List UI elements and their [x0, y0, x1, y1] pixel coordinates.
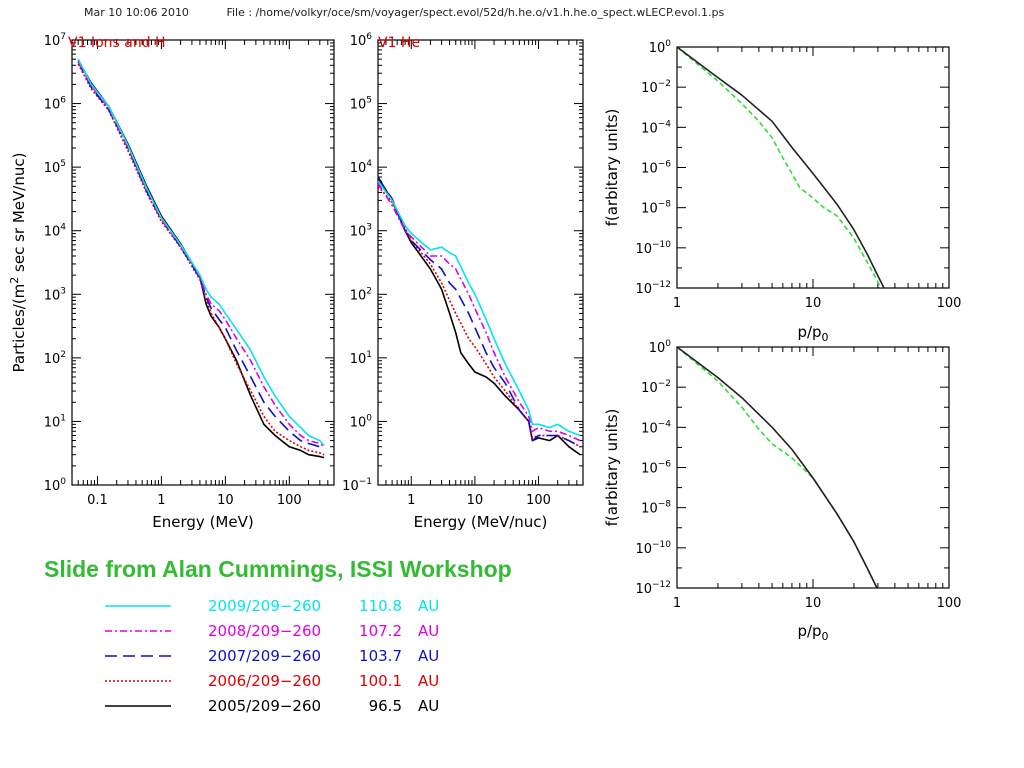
legend-period: 2009/209−260: [208, 597, 321, 615]
legend-unit: AU: [418, 597, 439, 615]
series-line-2009: [378, 180, 581, 437]
y-tick-label: 105: [350, 96, 372, 113]
legend-distance: 110.8: [359, 597, 402, 615]
legend-unit: AU: [418, 622, 439, 640]
x-tick-label: 100: [526, 493, 551, 508]
chart-title: V1 Ions and H: [68, 35, 166, 51]
y-tick-label: 10−8: [641, 500, 671, 517]
series-line-2008: [378, 183, 581, 442]
y-tick-label: 10−1: [342, 477, 372, 494]
x-axis-label: p/p0: [797, 323, 828, 344]
chart-panel-4: 1 10 100 100 10−2 10−4 10−6 10−8 10−10 10−12 p/p0 f…: [603, 339, 961, 643]
series-line-model_black: [677, 347, 878, 588]
y-tick-label: 103: [44, 286, 66, 303]
x-tick-label: 1: [407, 493, 415, 508]
y-tick-label: 10−10: [635, 540, 671, 557]
y-tick-label: 10−6: [641, 160, 671, 177]
y-tick-label: 103: [350, 223, 372, 240]
series-line-2009: [77, 58, 325, 446]
y-tick-label: 104: [44, 223, 67, 240]
series-line-2006: [77, 63, 325, 456]
plot-frame: [71, 39, 335, 486]
legend-entry-2009: 2009/209−260 110.8 AU: [105, 597, 439, 615]
y-tick-label: 10−2: [641, 379, 671, 396]
legend-unit: AU: [418, 672, 439, 690]
y-tick-label: 104: [350, 159, 373, 176]
chart-panel-3: 1 10 100 100 10−2 10−4 10−6 10−8 10−10 10−12 p/p0 f…: [603, 39, 961, 344]
x-tick-label: 0.1: [87, 493, 108, 508]
legend-period: 2007/209−260: [208, 647, 321, 665]
header-timestamp: Mar 10 10:06 2010: [84, 6, 189, 19]
y-tick-label: 10−2: [641, 79, 671, 96]
series-line-2005: [378, 176, 581, 456]
legend-period: 2006/209−260: [208, 672, 321, 690]
y-tick-label: 102: [350, 286, 372, 303]
x-tick-label: 100: [937, 296, 962, 311]
x-tick-label: 100: [937, 596, 962, 611]
y-tick-label: 105: [44, 159, 66, 176]
legend-entry-2006: 2006/209−260 100.1 AU: [105, 672, 439, 690]
y-tick-label: 100: [649, 39, 672, 56]
y-tick-label: 101: [44, 413, 66, 430]
chart-panel-1: 0.1 1 10 100 100 101 102 103 104 105 106 107 V1 Ions…: [8, 32, 335, 531]
x-tick-label: 100: [277, 493, 302, 508]
y-tick-label: 100: [44, 477, 67, 494]
y-tick-label: 102: [44, 350, 66, 367]
file-header: Mar 10 10:06 2010 File : /home/volkyr/oc…: [84, 6, 724, 19]
y-tick-label: 106: [44, 96, 67, 113]
x-axis-label: Energy (MeV): [152, 513, 253, 531]
x-tick-label: 10: [467, 493, 484, 508]
x-tick-label: 10: [805, 596, 822, 611]
legend-period: 2005/209−260: [208, 697, 321, 715]
legend-distance: 100.1: [359, 672, 402, 690]
y-tick-label: 101: [350, 350, 372, 367]
plot-frame: [377, 39, 584, 486]
series-line-2008: [77, 61, 325, 448]
y-tick-label: 10−8: [641, 200, 671, 217]
y-axis-label: Particles/(m2 sec sr MeV/nuc): [8, 153, 28, 373]
series-line-2006: [378, 185, 581, 448]
y-tick-label: 100: [649, 339, 672, 356]
legend-entry-2007: 2007/209−260 103.7 AU: [105, 647, 439, 665]
legend-distance: 96.5: [369, 697, 402, 715]
header-file-path: File : /home/volkyr/oce/sm/voyager/spect…: [226, 6, 725, 19]
chart-panel-2: 1 10 100 10−1 100 101 102 103 104 105 106 V1 He Ener…: [342, 32, 584, 531]
x-tick-label: 1: [673, 596, 681, 611]
y-tick-label: 10−10: [635, 240, 671, 257]
x-tick-label: 1: [157, 493, 165, 508]
legend-distance: 103.7: [359, 647, 402, 665]
x-tick-label: 1: [673, 296, 681, 311]
x-tick-label: 10: [805, 296, 822, 311]
x-axis-label: p/p0: [797, 622, 828, 643]
legend-distance: 107.2: [359, 622, 402, 640]
legend-period: 2008/209−260: [208, 622, 321, 640]
series-line-2007: [378, 178, 581, 448]
y-axis-label: f(arbitary units): [603, 109, 621, 227]
chart-title: V1 He: [378, 35, 420, 51]
y-tick-label: 10−12: [635, 280, 671, 297]
y-tick-label: 106: [350, 32, 373, 49]
slide-credit: Slide from Alan Cummings, ISSI Workshop: [44, 556, 512, 582]
x-axis-label: Energy (MeV/nuc): [414, 513, 548, 531]
plot-frame: [676, 346, 950, 589]
y-tick-label: 100: [350, 413, 373, 430]
plot-frame: [676, 46, 950, 289]
y-tick-label: 10−4: [641, 419, 671, 436]
y-tick-label: 10−6: [641, 460, 671, 477]
legend-unit: AU: [418, 647, 439, 665]
x-tick-label: 10: [217, 493, 234, 508]
y-axis-label: f(arbitary units): [603, 409, 621, 527]
y-tick-label: 107: [44, 32, 66, 49]
series-line-model_green: [677, 347, 878, 588]
series-line-model_black: [677, 47, 885, 288]
y-tick-label: 10−4: [641, 119, 671, 136]
legend-unit: AU: [418, 697, 439, 715]
legend-entry-2005: 2005/209−260 96.5 AU: [105, 697, 439, 715]
legend-entry-2008: 2008/209−260 107.2 AU: [105, 622, 439, 640]
series-line-model_green: [677, 47, 882, 288]
y-tick-label: 10−12: [635, 580, 671, 597]
